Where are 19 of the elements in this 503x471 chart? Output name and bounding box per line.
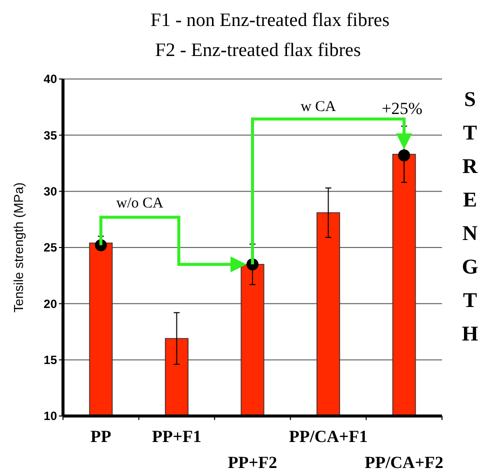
chart-subtitle: F1 - non Enz-treated flax fibres [150,10,390,31]
y-tick-label: 30 [44,184,58,199]
annotation: w/o CA [116,195,164,212]
y-tick-label: 10 [44,409,58,424]
x-tick-label: PP/CA+F1 [288,427,368,446]
x-tick-label: PP [90,427,112,446]
y-tick-label: 20 [44,296,58,311]
y-tick-label: 40 [44,72,58,86]
y-tick-label: 25 [44,240,58,255]
y-tick-label: 35 [44,128,58,142]
x-tick-label: PP+F2 [228,453,278,471]
x-tick-label: PP/CA+F2 [364,453,444,471]
x-tick-label: PP+F1 [152,427,202,446]
text: STRENGTH [462,87,478,346]
annotation: w CA [300,99,336,115]
annotation: +25% [382,99,422,118]
chart-title: F2 - Enz-treated flax fibres [155,40,361,61]
y-tick-label: 15 [44,353,58,368]
y-axis-title: Tensile strength (MPa) [11,182,26,313]
